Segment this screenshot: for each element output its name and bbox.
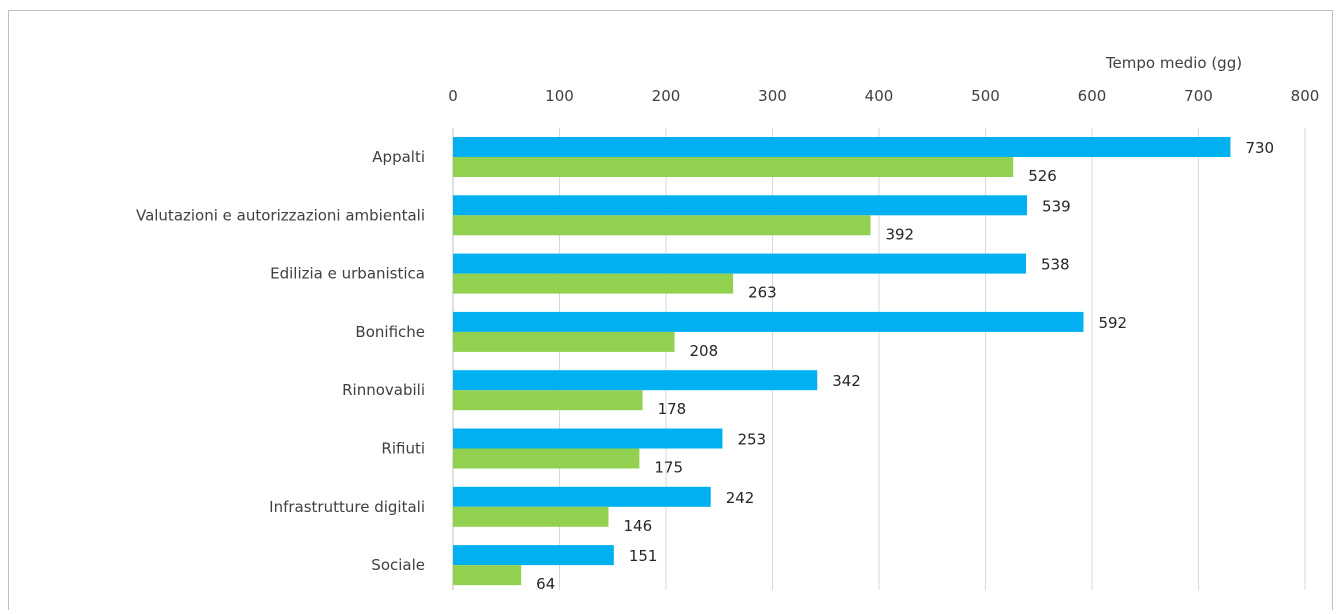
bar: [453, 331, 675, 352]
data-label: 242: [726, 489, 755, 507]
bar: [453, 390, 643, 411]
data-label: 342: [832, 372, 861, 390]
data-label: 392: [885, 225, 914, 243]
data-label: 64: [536, 575, 555, 593]
category-labels: Appalti Valutazioni e autorizzazioni ambi…: [136, 148, 425, 574]
bar: [453, 565, 522, 586]
category-label: Rifiuti: [381, 440, 425, 458]
bar: [453, 448, 640, 469]
bar: [453, 253, 1026, 274]
bar: [453, 506, 609, 527]
category-label: Sociale: [371, 556, 425, 574]
data-label: 730: [1245, 139, 1274, 157]
category-label: Appalti: [372, 148, 425, 166]
x-tick-label: 100: [545, 87, 574, 105]
chart-frame: [8, 10, 1333, 610]
category-label: Bonifiche: [355, 323, 425, 341]
x-tick-label: 700: [1184, 87, 1213, 105]
x-tick-label: 500: [971, 87, 1000, 105]
bar: [453, 545, 614, 566]
x-tick-label: 0: [448, 87, 458, 105]
data-label: 151: [629, 547, 658, 565]
data-label: 178: [658, 400, 687, 418]
bar: [453, 486, 711, 507]
bar: [453, 157, 1014, 177]
bar: [453, 137, 1231, 157]
data-label: 538: [1041, 256, 1070, 274]
bar: [453, 370, 818, 391]
data-label: 208: [690, 342, 719, 360]
bar: [453, 273, 734, 294]
data-labels: 730 526 539 392 538 263 592 208 342 178 253 175 242 1…: [536, 139, 1274, 593]
data-label: 146: [623, 517, 652, 535]
x-tick-label: 600: [1078, 87, 1107, 105]
x-tick-label: 400: [865, 87, 894, 105]
bars: [453, 137, 1231, 586]
x-axis-title: Tempo medio (gg): [1105, 54, 1242, 72]
bar: [453, 311, 1084, 332]
data-label: 175: [654, 459, 683, 477]
x-tick-label: 300: [758, 87, 787, 105]
category-label: Rinnovabili: [342, 381, 425, 399]
data-label: 263: [748, 284, 777, 302]
x-tick-label: 200: [652, 87, 681, 105]
bar: [453, 428, 723, 449]
bar: [453, 195, 1028, 216]
data-label: 592: [1098, 314, 1127, 332]
data-label: 526: [1028, 167, 1057, 185]
bar: [453, 215, 871, 236]
x-tick-label: 800: [1291, 87, 1320, 105]
category-label: Edilizia e urbanistica: [270, 265, 425, 283]
category-label: Infrastrutture digitali: [269, 498, 425, 516]
data-label: 539: [1042, 197, 1071, 215]
category-label: Valutazioni e autorizzazioni ambientali: [136, 206, 425, 224]
x-tick-labels: 0 100 200 300 400 500 600 700 800: [448, 87, 1319, 105]
data-label: 253: [737, 431, 766, 449]
